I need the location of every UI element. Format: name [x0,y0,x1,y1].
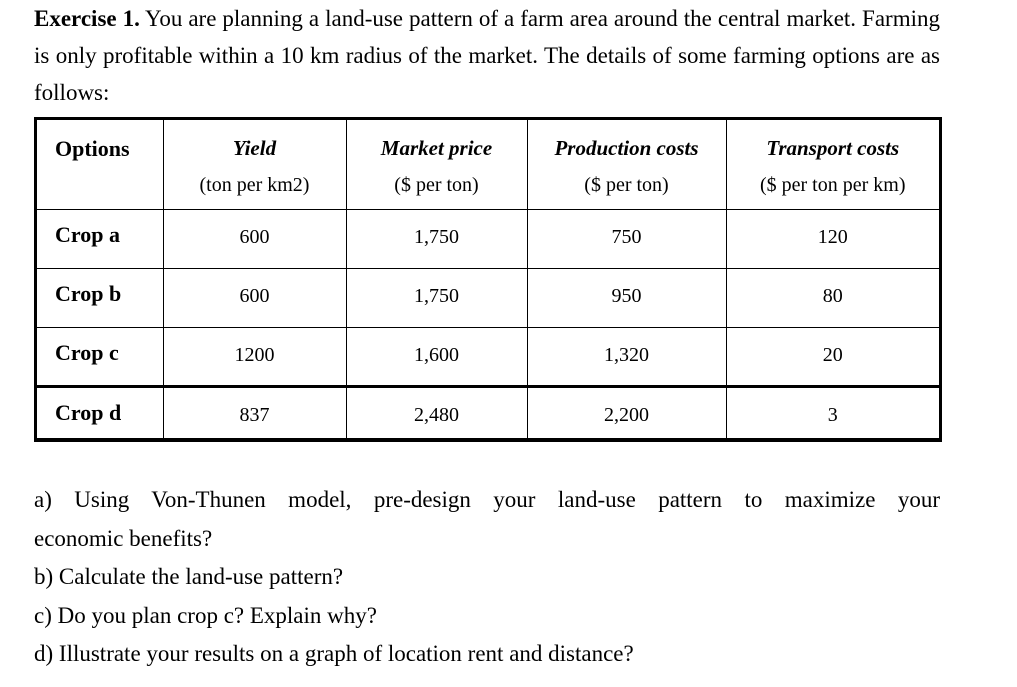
question-c: c) Do you plan crop c? Explain why? [34,602,377,628]
question-a-line2: economic benefits? [34,525,213,551]
question-b: b) Calculate the land-use pattern? [34,564,344,589]
cell-market-price: 2,480 [345,384,528,438]
question-d: d) Illustrate your results on a graph of… [34,641,634,666]
cell-production-costs: 2,200 [526,384,727,438]
header-production-costs-title: Production costs [554,136,699,160]
table-row: Crop b 600 1,750 950 80 [37,267,939,328]
header-market-price-title: Market price [380,136,493,160]
cell-market-price: 1,750 [345,208,528,269]
crop-options-table: Options Yield (ton per km2) Market price… [34,117,942,442]
header-transport-costs: Transport costs ($ per ton per km) [725,120,939,210]
cell-yield: 1200 [162,326,347,387]
header-market-price-unit: ($ per ton) [394,174,479,196]
cell-yield: 600 [162,267,347,328]
table-row: Crop a 600 1,750 750 120 [37,208,939,269]
header-yield: Yield (ton per km2) [162,120,347,210]
cell-production-costs: 950 [526,267,727,328]
cell-market-price: 1,600 [345,326,528,387]
exercise-label: Exercise 1. [34,6,140,31]
cell-transport-costs: 20 [725,326,939,387]
header-production-costs: Production costs ($ per ton) [526,120,727,210]
header-market-price: Market price ($ per ton) [345,120,528,210]
crop-name: Crop b [37,267,164,328]
crop-name: Crop c [37,326,164,387]
header-options: Options [37,120,164,210]
exercise-intro: Exercise 1. You are planning a land-use … [34,0,940,111]
cell-transport-costs: 80 [725,267,939,328]
crop-name: Crop a [37,208,164,269]
header-production-costs-unit: ($ per ton) [584,174,669,196]
exercise-paragraph: Exercise 1. You are planning a land-use … [34,0,940,111]
cell-production-costs: 750 [526,208,727,269]
table-row: Crop c 1200 1,600 1,320 20 [37,326,939,387]
cell-production-costs: 1,320 [526,326,727,387]
header-yield-title: Yield [232,136,277,160]
header-transport-costs-title: Transport costs [766,136,900,160]
header-yield-unit: (ton per km2) [199,174,310,196]
crop-options-grid: Options Yield (ton per km2) Market price… [37,120,939,438]
cell-market-price: 1,750 [345,267,528,328]
exercise-intro-text: You are planning a land-use pattern of a… [34,6,940,105]
cell-transport-costs: 120 [725,208,939,269]
questions-list: a) Using Von-Thunen model, pre-design yo… [34,481,940,674]
cell-yield: 837 [162,384,347,438]
question-a-line1: a) Using Von-Thunen model, pre-design yo… [34,487,940,512]
table-row: Crop d 837 2,480 2,200 3 [37,384,939,438]
cell-yield: 600 [162,208,347,269]
table-header-row: Options Yield (ton per km2) Market price… [37,120,939,210]
header-transport-costs-unit: ($ per ton per km) [759,174,906,196]
crop-name: Crop d [37,384,164,438]
cell-transport-costs: 3 [725,384,939,438]
